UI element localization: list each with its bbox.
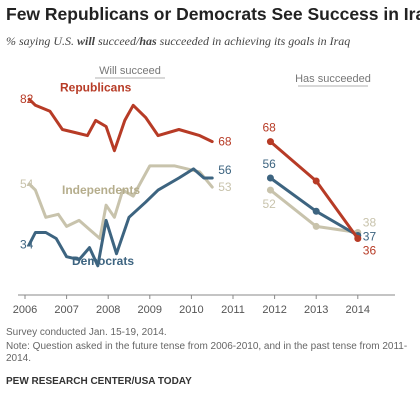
republicans-label-end: 68 xyxy=(218,135,232,149)
section-label-0: Will succeed xyxy=(99,65,161,77)
section-label-1: Has succeeded xyxy=(295,73,371,85)
x-tick-label-2008: 2008 xyxy=(96,304,120,316)
republicans-label-rstart: 68 xyxy=(262,121,276,135)
subtitle-part-1: % saying U.S. xyxy=(6,34,77,48)
independents-point-1 xyxy=(312,222,320,230)
independents-point-0 xyxy=(266,186,274,194)
subtitle-part-3: succeeded in achieving its goals in Iraq xyxy=(156,34,351,48)
x-tick-label-2006: 2006 xyxy=(13,304,37,316)
independents-series-label: Independents xyxy=(62,183,140,197)
subtitle-will: will xyxy=(77,34,96,48)
subtitle-part-2: succeed/ xyxy=(95,34,140,48)
independents-label-rend: 38 xyxy=(363,215,377,229)
democrats-point-1 xyxy=(312,207,320,215)
subtitle-has: has xyxy=(139,34,157,48)
independents-label-rstart: 52 xyxy=(262,197,276,211)
x-tick-label-2012: 2012 xyxy=(262,304,286,316)
line-chart: 2006 2007 2008 2009 2010 2011 2012 2013 2014 Will… xyxy=(13,65,395,316)
democrats-label-start: 34 xyxy=(20,238,34,252)
survey-note: Survey conducted Jan. 15-19, 2014. xyxy=(6,327,167,338)
democrats-will-succeed-line xyxy=(27,167,214,268)
x-tick-label-2010: 2010 xyxy=(179,304,203,316)
x-tick-label-2007: 2007 xyxy=(54,304,78,316)
democrats-label-rstart: 56 xyxy=(262,157,276,171)
tense-note: Note: Question asked in the future tense… xyxy=(6,341,408,364)
x-tick-label-2009: 2009 xyxy=(138,304,162,316)
source-credit: PEW RESEARCH CENTER/USA TODAY xyxy=(6,376,192,387)
chart-title: Few Republicans or Democrats See Success… xyxy=(6,4,420,24)
democrats-series-label: Democrats xyxy=(72,254,134,268)
x-tick-label-2014: 2014 xyxy=(346,304,370,316)
independents-will-succeed-line xyxy=(27,164,214,240)
republicans-label-start: 82 xyxy=(20,92,34,106)
republicans-will-succeed-line xyxy=(27,97,214,153)
chart-subtitle: % saying U.S. will succeed/has succeeded… xyxy=(6,34,350,49)
democrats-point-0 xyxy=(266,174,274,182)
republicans-point-0 xyxy=(266,138,274,146)
x-tick-label-2011: 2011 xyxy=(221,304,245,316)
independents-label-start: 54 xyxy=(20,177,34,191)
democrats-label-end: 56 xyxy=(218,163,232,177)
x-tick-label-2013: 2013 xyxy=(304,304,328,316)
independents-label-end: 53 xyxy=(218,180,232,194)
republicans-point-1 xyxy=(312,177,320,185)
democrats-label-rend: 37 xyxy=(363,230,377,244)
republicans-series-label: Republicans xyxy=(60,80,132,94)
republicans-point-2 xyxy=(354,235,362,243)
republicans-label-rend: 36 xyxy=(363,244,377,258)
